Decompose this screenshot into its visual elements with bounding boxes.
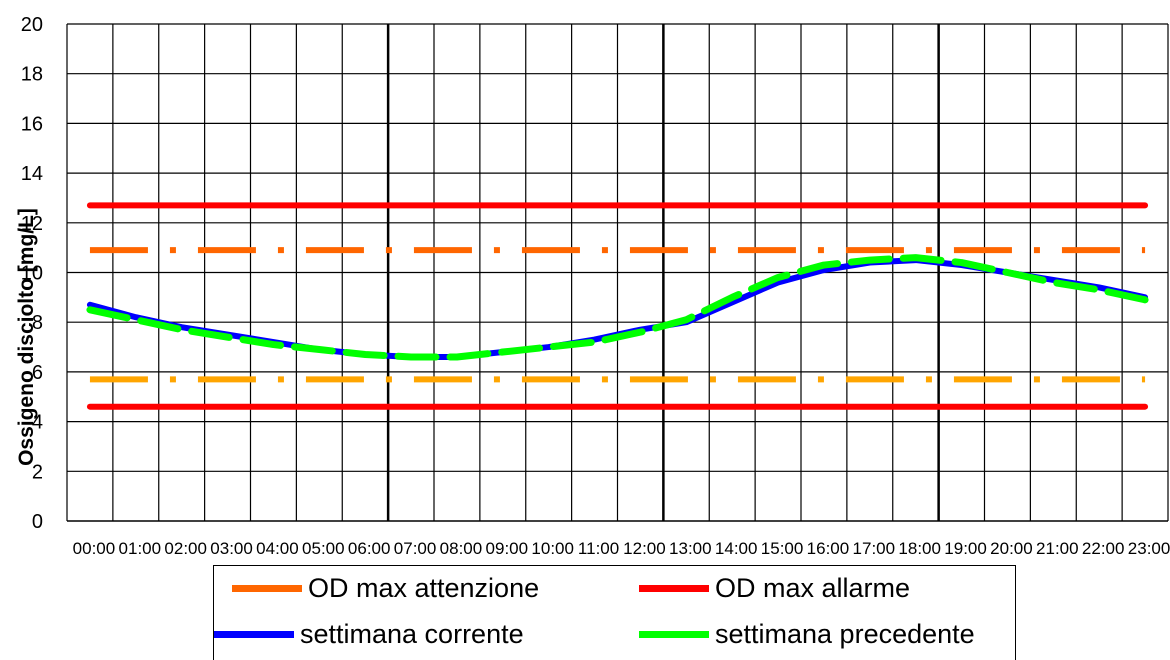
- legend-item-od-max-attenzione: OD max attenzione: [232, 568, 539, 608]
- x-tick-label: 16:00: [807, 539, 850, 558]
- x-tick-label: 10:00: [531, 539, 574, 558]
- x-tick-label: 23:00: [1128, 539, 1170, 558]
- y-tick-label: 10: [21, 263, 43, 285]
- legend-item-od-max-allarme: OD max allarme: [639, 568, 910, 608]
- y-tick-label: 20: [21, 14, 43, 36]
- x-tick-label: 20:00: [990, 539, 1033, 558]
- legend-label: settimana corrente: [300, 618, 524, 649]
- legend-label: OD max attenzione: [308, 572, 540, 603]
- y-tick-label: 4: [32, 412, 43, 434]
- x-tick-label: 21:00: [1036, 539, 1079, 558]
- x-tick-label: 06:00: [348, 539, 391, 558]
- x-tick-label: 18:00: [898, 539, 941, 558]
- x-axis-ticks: 00:00 01:00 02:00 03:00 04:00 05:00 06:00 07:00…: [73, 539, 1170, 558]
- legend-item-settimana-precedente: settimana precedente: [639, 614, 975, 654]
- x-tick-label: 03:00: [210, 539, 253, 558]
- x-tick-label: 13:00: [669, 539, 712, 558]
- x-tick-label: 09:00: [486, 539, 529, 558]
- legend-label: settimana precedente: [715, 618, 975, 649]
- x-tick-label: 17:00: [853, 539, 896, 558]
- x-tick-label: 00:00: [73, 539, 116, 558]
- grid-lines: [66, 23, 1169, 522]
- y-tick-label: 0: [32, 511, 43, 533]
- x-tick-label: 01:00: [119, 539, 162, 558]
- series-line: [86, 254, 1149, 361]
- y-axis-label: Ossigeno disciolto [mg/L]: [15, 208, 38, 466]
- x-tick-label: 04:00: [256, 539, 299, 558]
- series-lines: [86, 202, 1149, 410]
- legend-label: OD max allarme: [715, 572, 911, 603]
- x-tick-label: 15:00: [761, 539, 804, 558]
- y-tick-label: 2: [32, 461, 43, 483]
- legend: OD max attenzione OD max allarme settima…: [213, 565, 1016, 660]
- y-tick-label: 6: [32, 362, 43, 384]
- x-tick-label: 12:00: [623, 539, 666, 558]
- y-tick-label: 14: [21, 163, 43, 185]
- legend-swatch-blue: [214, 630, 294, 638]
- legend-swatch-red: [639, 584, 709, 592]
- x-tick-label: 07:00: [394, 539, 437, 558]
- y-tick-label: 12: [21, 213, 43, 235]
- legend-swatch-green: [639, 630, 709, 638]
- x-tick-label: 02:00: [164, 539, 207, 558]
- y-tick-label: 8: [32, 312, 43, 334]
- legend-swatch-orange: [232, 584, 302, 592]
- y-tick-label: 18: [21, 64, 43, 86]
- x-tick-label: 05:00: [302, 539, 345, 558]
- x-tick-label: 08:00: [440, 539, 483, 558]
- legend-item-settimana-corrente: settimana corrente: [214, 614, 524, 654]
- x-tick-label: 22:00: [1082, 539, 1125, 558]
- x-tick-label: 11:00: [578, 539, 619, 558]
- y-axis-ticks: 0 2 4 6 8 10 12 14 16 18 20: [21, 14, 43, 533]
- x-tick-label: 14:00: [715, 539, 758, 558]
- x-tick-label: 19:00: [944, 539, 987, 558]
- y-tick-label: 16: [21, 113, 43, 135]
